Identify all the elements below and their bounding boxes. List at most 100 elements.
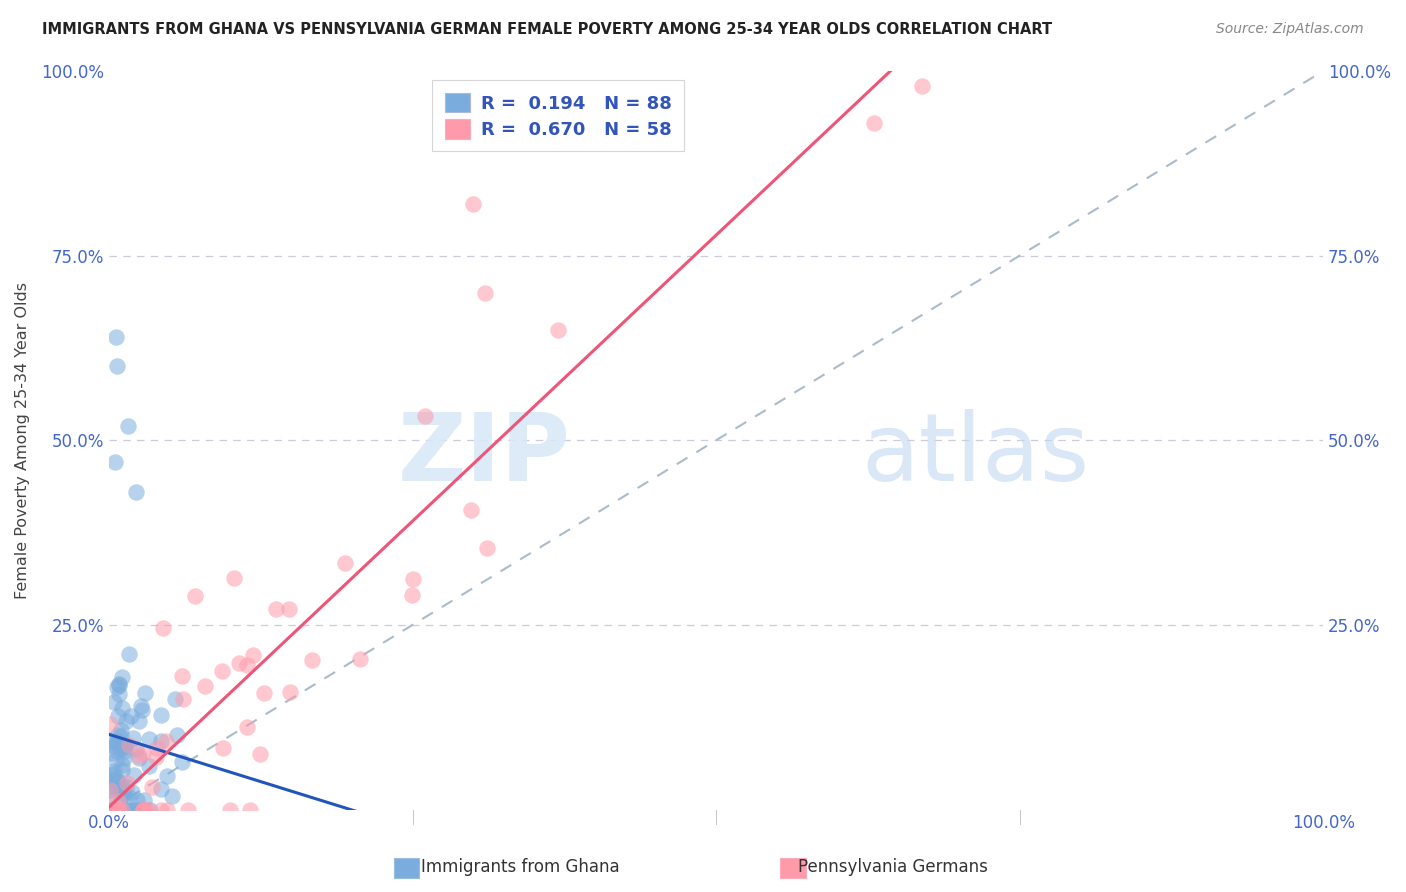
Point [105,734,128,748]
Point [150,781,173,796]
Point [162,789,184,803]
Point [111,803,134,817]
Point [104,455,127,469]
Point [98,803,121,817]
Point [163,692,186,706]
Point [911,78,934,93]
Text: Immigrants from Ghana: Immigrants from Ghana [420,858,620,876]
Point [264,602,287,616]
Point [463,197,485,211]
Point [122,768,145,782]
Point [132,747,155,761]
Point [105,775,128,789]
Point [401,588,423,602]
Point [114,739,136,753]
Point [149,803,172,817]
Point [122,731,145,745]
Text: atlas: atlas [862,409,1090,501]
Point [141,780,163,794]
Point [101,803,124,817]
Point [103,695,125,709]
Point [134,686,156,700]
Point [475,541,498,555]
Legend: R =  0.194   N = 88, R =  0.670   N = 58: R = 0.194 N = 88, R = 0.670 N = 58 [432,80,685,152]
Point [114,744,136,758]
Point [108,677,131,691]
Point [228,656,250,670]
Point [98,803,121,817]
Point [333,557,356,571]
Point [110,723,132,738]
Point [156,770,179,784]
Point [114,803,136,817]
Point [98,716,121,731]
Point [134,803,156,817]
Point [101,773,124,788]
Point [177,803,200,817]
Point [111,763,134,777]
Point [145,740,167,755]
Point [108,687,131,701]
Point [460,502,482,516]
Point [112,751,135,765]
Point [111,786,134,800]
Point [117,790,139,805]
Point [112,787,135,801]
Point [98,783,121,797]
Point [117,803,139,817]
Point [413,409,436,424]
Point [222,571,245,585]
Point [236,720,259,734]
Point [301,653,323,667]
Point [132,803,155,817]
Point [107,728,129,742]
Point [124,803,146,817]
Point [111,701,134,715]
Point [107,359,129,374]
Point [863,116,886,130]
Point [132,793,155,807]
Point [149,734,172,748]
Point [129,699,152,714]
Point [105,736,128,750]
Point [152,621,174,635]
Point [115,780,138,794]
Point [172,691,194,706]
Point [110,736,132,750]
Point [112,803,135,817]
Point [118,648,141,662]
Point [125,742,148,756]
Point [105,803,128,817]
Point [111,783,134,797]
Point [100,789,122,804]
Point [107,794,129,808]
Point [194,679,217,693]
Point [150,707,173,722]
Point [236,658,259,673]
Point [239,803,262,817]
Point [110,803,132,817]
Point [110,730,132,744]
Point [134,803,156,817]
Point [104,739,127,753]
Point [101,803,124,817]
Point [107,709,129,723]
Point [242,648,264,663]
Point [98,783,121,797]
Point [117,418,139,433]
Point [128,750,150,764]
Point [105,330,128,344]
Point [131,803,153,817]
Point [138,759,160,773]
Point [103,767,125,781]
Point [107,803,129,817]
Point [166,728,188,742]
Point [547,322,569,336]
Point [402,572,425,586]
Point [115,714,138,729]
Point [105,803,128,817]
Point [277,602,299,616]
Point [122,803,145,817]
Point [110,789,132,804]
Point [118,739,141,753]
